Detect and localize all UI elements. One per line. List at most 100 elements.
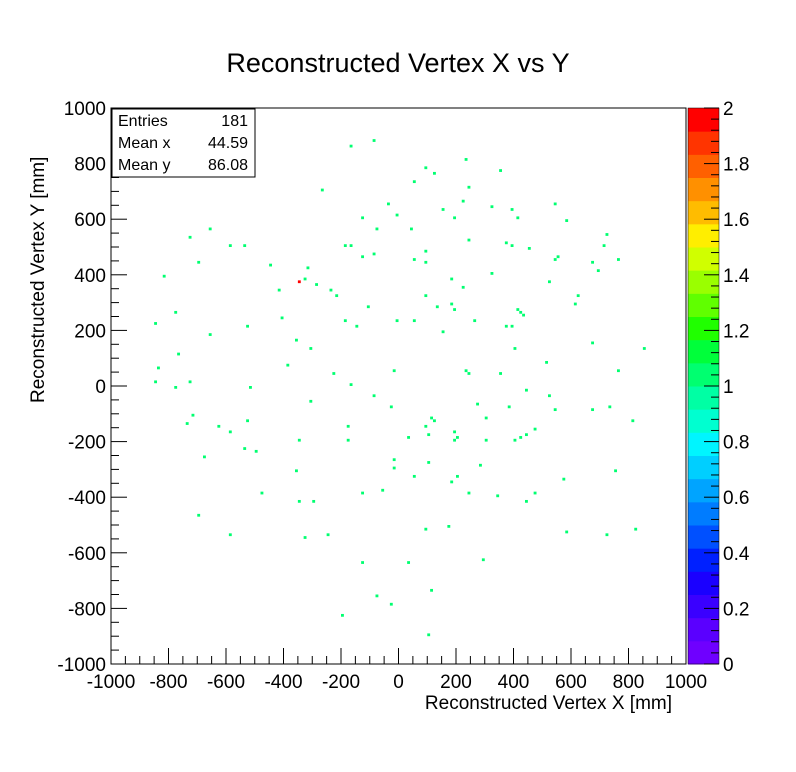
stats-box-frame [111,108,256,178]
heat-cell [349,383,353,386]
heat-cell [467,372,471,375]
heat-cell [320,188,324,192]
palette-segment [688,478,719,503]
heat-cell [548,394,551,398]
heat-cell [510,208,514,211]
stats-mean-x-label: Mean x [118,135,170,152]
ticks-layer: -1000 -800 -600 -400 -200 0 200 400 600 800 1000 -1… [57,99,707,693]
heat-cell [631,419,635,423]
heat-cell [591,260,595,264]
heat-cell [430,416,434,420]
heat-cell [565,530,569,534]
heat-cell [513,347,517,350]
heat-cell [412,319,416,323]
heat-cell [177,352,181,356]
heat-cell [326,533,330,537]
heat-cell [154,322,158,325]
heat-cell [447,525,451,528]
heat-cell [556,255,560,259]
heat-cell [387,202,390,206]
heat-cell [484,438,488,442]
heat-cell [453,430,457,434]
heat-cell [343,244,347,247]
heat-cell [392,466,396,470]
heat-cell [504,241,508,245]
heat-cell [510,324,514,328]
heat-cell [427,633,431,637]
palette-segment [688,131,719,155]
x-tick-label: -600 [207,672,245,693]
heat-cell [496,494,500,498]
palette-segment [688,640,719,665]
heat-cell [297,499,301,503]
heat-cell [576,294,580,298]
stats-box: Entries 181 Mean x 44.59 Mean y 86.08 [111,108,256,178]
palette-tick-label: 1.6 [723,210,749,231]
palette-segment [688,617,719,642]
x-tick-label: -200 [322,672,360,693]
heat-cell [430,588,434,592]
heat-cell [467,491,471,495]
heat-cell [407,561,411,564]
heat-cell [372,139,376,142]
heat-cell [280,316,284,320]
heat-cell [174,310,178,314]
palette-segment [688,339,719,364]
heat-cell [162,274,166,278]
x-tick-label: -400 [264,672,302,693]
heat-cell [596,269,600,273]
y-tick-label: -1000 [57,655,106,676]
heat-cell [461,285,465,289]
heat-cell [591,341,595,345]
palette-tick-label: 1 [723,377,734,398]
heat-cell [433,419,436,423]
heat-cell [312,499,316,503]
heat-cell [306,266,310,270]
heat-cell [499,372,503,375]
heat-cell [424,166,428,170]
y-tick-label: 200 [74,321,106,342]
heat-cell [228,244,232,247]
heat-cell [349,244,353,247]
palette-segment [688,154,719,178]
heat-cell [513,438,517,442]
heat-cell [484,416,488,420]
heat-cell [424,424,428,428]
heat-cell [634,527,638,531]
palette-segment [688,293,719,317]
heat-cell [507,405,511,409]
heat-cell [341,613,344,617]
stats-entries-value: 181 [221,113,248,130]
stats-mean-y-value: 86.08 [208,157,248,174]
heat-cell [605,233,609,236]
heat-cell [185,422,189,425]
heat-cell [361,561,365,564]
heat-cell [412,258,416,261]
heat-cell [375,227,379,231]
heat-cell [295,469,298,473]
heat-cell [249,386,252,389]
heat-cell [522,313,526,317]
heat-cell [461,199,465,203]
heat-cell [545,360,549,364]
heat-cell [349,144,353,148]
palette-segment [688,501,719,526]
stats-entries-label: Entries [118,113,168,130]
heat-cell [157,366,160,370]
heat-cell [372,252,376,256]
heat-cell [479,463,482,467]
heat-cell [456,436,459,439]
heat-cell [433,171,436,175]
heat-cell [246,324,250,328]
heat-cell [208,333,212,336]
heat-cell [188,235,192,239]
heat-cell [573,302,577,306]
palette-segment [688,177,719,202]
x-tick-label: 600 [555,672,587,693]
chart-title: Reconstructed Vertex X vs Y [226,48,569,78]
heat-cell [527,247,531,250]
x-tick-label: 400 [498,672,530,693]
y-tick-label: -200 [68,433,106,454]
heat-cell [217,424,221,428]
